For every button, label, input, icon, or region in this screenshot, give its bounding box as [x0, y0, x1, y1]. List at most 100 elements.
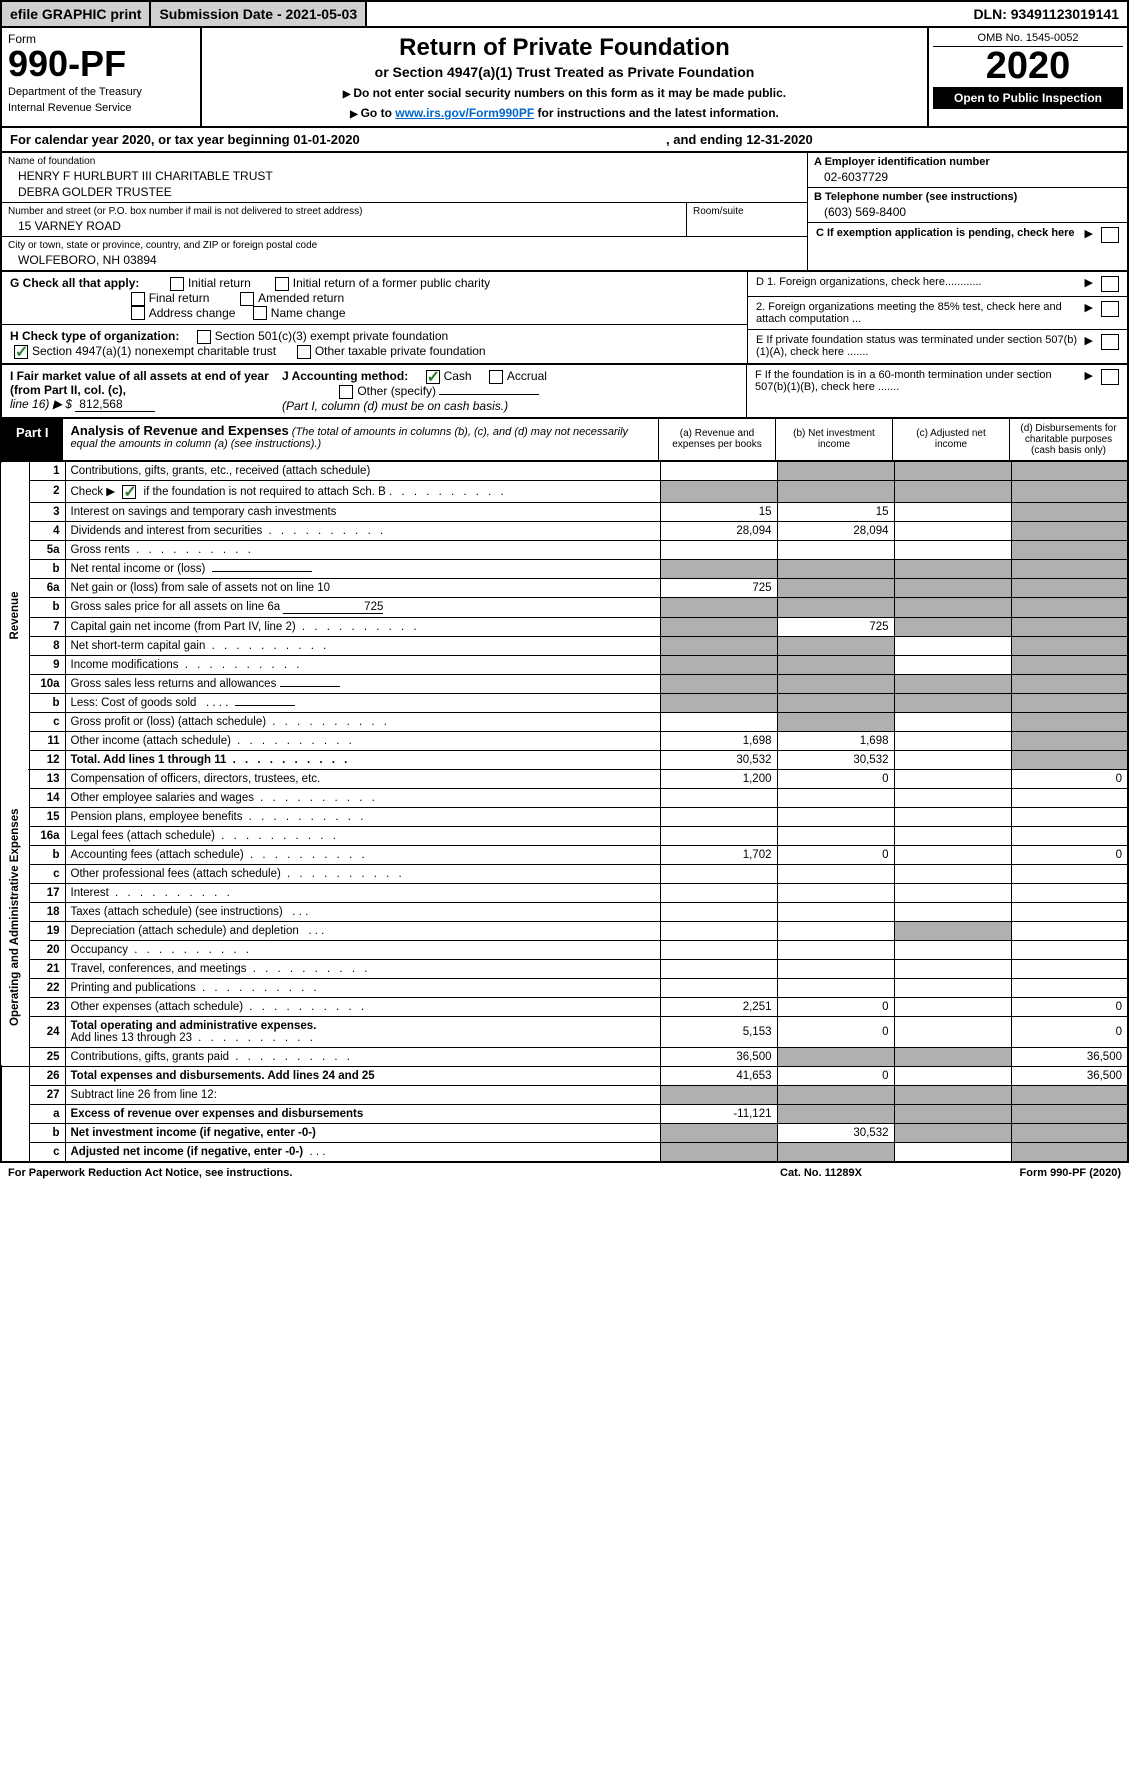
l10b-field[interactable]	[235, 705, 295, 706]
line-24: 24 Total operating and administrative ex…	[1, 1016, 1128, 1047]
l5b-text: Net rental income or (loss)	[71, 563, 206, 575]
address-row: Number and street (or P.O. box number if…	[2, 203, 807, 237]
l11-desc: Other income (attach schedule)	[65, 731, 660, 750]
footer-left: For Paperwork Reduction Act Notice, see …	[8, 1167, 721, 1179]
arrow-icon: ▶	[1085, 301, 1093, 314]
chk-501c3[interactable]	[197, 330, 211, 344]
chk-amended[interactable]	[240, 292, 254, 306]
checks-left: G Check all that apply: Initial return I…	[2, 272, 747, 363]
part1-title-text: Analysis of Revenue and Expenses	[71, 423, 289, 438]
l15-text: Pension plans, employee benefits	[71, 811, 243, 823]
l8-text: Net short-term capital gain	[71, 640, 206, 652]
l13-desc: Compensation of officers, directors, tru…	[65, 769, 660, 788]
l24-a: 5,153	[660, 1016, 777, 1047]
foundation-name-cell: Name of foundation HENRY F HURLBURT III …	[2, 153, 807, 203]
l4-a: 28,094	[660, 521, 777, 540]
chk-schb[interactable]	[122, 485, 136, 499]
dept-irs: Internal Revenue Service	[8, 102, 194, 114]
line-5b: b Net rental income or (loss)	[1, 559, 1128, 578]
l7-desc: Capital gain net income (from Part IV, l…	[65, 617, 660, 636]
line-27b: b Net investment income (if negative, en…	[1, 1123, 1128, 1142]
tax-year: 2020	[933, 47, 1123, 85]
foundation-name2: DEBRA GOLDER TRUSTEE	[8, 183, 801, 199]
f-row: F If the foundation is in a 60-month ter…	[755, 369, 1119, 393]
ln: 2	[29, 480, 65, 502]
line-20: 20 Occupancy	[1, 940, 1128, 959]
l4-desc: Dividends and interest from securities	[65, 521, 660, 540]
d1-checkbox[interactable]	[1101, 276, 1119, 292]
chk-cash[interactable]	[426, 370, 440, 384]
h-label: H Check type of organization:	[10, 329, 179, 343]
l23-b: 0	[777, 997, 894, 1016]
l5b-field[interactable]	[212, 571, 312, 572]
calendar-year-row: For calendar year 2020, or tax year begi…	[0, 128, 1129, 153]
l10a-field[interactable]	[280, 686, 340, 687]
chk-final[interactable]	[131, 292, 145, 306]
e-row: E If private foundation status was termi…	[748, 330, 1127, 362]
line-13: Operating and Administrative Expenses 13…	[1, 769, 1128, 788]
chk-accrual[interactable]	[489, 370, 503, 384]
top-bar: efile GRAPHIC print Submission Date - 20…	[0, 0, 1129, 28]
line-2: 2 Check ▶ if the foundation is not requi…	[1, 480, 1128, 502]
j-block: J Accounting method: Cash Accrual Other …	[270, 369, 738, 413]
irs-link[interactable]: www.irs.gov/Form990PF	[395, 106, 534, 120]
tel-label: B Telephone number (see instructions)	[814, 191, 1121, 203]
note-go-to: Go to	[350, 106, 395, 120]
line-23: 23 Other expenses (attach schedule) 2,25…	[1, 997, 1128, 1016]
chk-addr-change[interactable]	[131, 306, 145, 320]
l11-text: Other income (attach schedule)	[71, 735, 231, 747]
line-5a: 5a Gross rents	[1, 540, 1128, 559]
d2-checkbox[interactable]	[1101, 301, 1119, 317]
l25-a: 36,500	[660, 1047, 777, 1066]
chk-other-method[interactable]	[339, 385, 353, 399]
chk-initial[interactable]	[170, 277, 184, 291]
l26-b: 0	[777, 1066, 894, 1085]
chk-name-change[interactable]	[253, 306, 267, 320]
l23-desc: Other expenses (attach schedule)	[65, 997, 660, 1016]
l23-text: Other expenses (attach schedule)	[71, 1001, 244, 1013]
l6b-desc: Gross sales price for all assets on line…	[65, 597, 660, 617]
l4-text: Dividends and interest from securities	[71, 525, 263, 537]
l15-desc: Pension plans, employee benefits	[65, 807, 660, 826]
l23-d: 0	[1011, 997, 1128, 1016]
l10c-desc: Gross profit or (loss) (attach schedule)	[65, 712, 660, 731]
l11-a: 1,698	[660, 731, 777, 750]
line-17: 17 Interest	[1, 883, 1128, 902]
line-12: 12 Total. Add lines 1 through 11 30,532 …	[1, 750, 1128, 769]
c-exemption-cell: C If exemption application is pending, c…	[808, 223, 1127, 247]
ein-cell: A Employer identification number 02-6037…	[808, 153, 1127, 188]
chk-initial-former[interactable]	[275, 277, 289, 291]
l21-desc: Travel, conferences, and meetings	[65, 959, 660, 978]
name-label: Name of foundation	[8, 156, 801, 167]
f-checkbox[interactable]	[1101, 369, 1119, 385]
c-checkbox[interactable]	[1101, 227, 1119, 243]
l19-text: Depreciation (attach schedule) and deple…	[71, 925, 299, 937]
l16c-text: Other professional fees (attach schedule…	[71, 868, 281, 880]
l3-desc: Interest on savings and temporary cash i…	[65, 502, 660, 521]
l12-b: 30,532	[777, 750, 894, 769]
line-10a: 10a Gross sales less returns and allowan…	[1, 674, 1128, 693]
cal-year-end: , and ending 12-31-2020	[360, 132, 1119, 147]
l16b-d: 0	[1011, 845, 1128, 864]
chk-4947[interactable]	[14, 345, 28, 359]
l3-a: 15	[660, 502, 777, 521]
l27b-b: 30,532	[777, 1123, 894, 1142]
line-18: 18 Taxes (attach schedule) (see instruct…	[1, 902, 1128, 921]
line-15: 15 Pension plans, employee benefits	[1, 807, 1128, 826]
d1-row: D 1. Foreign organizations, check here..…	[748, 272, 1127, 297]
l14-desc: Other employee salaries and wages	[65, 788, 660, 807]
info-left: Name of foundation HENRY F HURLBURT III …	[2, 153, 807, 270]
note-link: Go to www.irs.gov/Form990PF for instruct…	[208, 106, 921, 120]
lbl-addr-change: Address change	[149, 306, 236, 320]
line-7: 7 Capital gain net income (from Part IV,…	[1, 617, 1128, 636]
efile-print-button[interactable]: efile GRAPHIC print	[2, 2, 151, 26]
chk-other-org[interactable]	[297, 345, 311, 359]
e-checkbox[interactable]	[1101, 334, 1119, 350]
l24b-text: Add lines 13 through 23	[71, 1032, 192, 1044]
line-1: Revenue 1 Contributions, gifts, grants, …	[1, 462, 1128, 481]
d2-label: 2. Foreign organizations meeting the 85%…	[756, 301, 1081, 325]
line-6a: 6a Net gain or (loss) from sale of asset…	[1, 578, 1128, 597]
lbl-initial-former: Initial return of a former public charit…	[293, 276, 490, 290]
other-specify-field[interactable]	[439, 394, 539, 395]
l1-desc: Contributions, gifts, grants, etc., rece…	[65, 462, 660, 481]
